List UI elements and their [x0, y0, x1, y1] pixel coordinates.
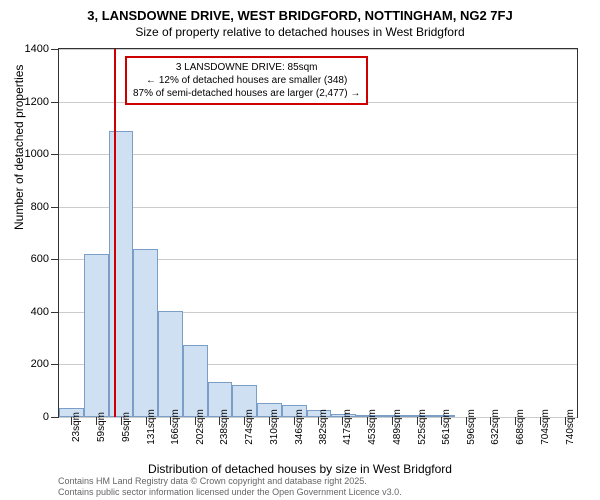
x-tick-label: 489sqm	[392, 409, 403, 445]
y-tick	[51, 49, 59, 50]
y-tick	[51, 259, 59, 260]
x-tick-label: 453sqm	[367, 409, 378, 445]
y-tick	[51, 312, 59, 313]
histogram-bar	[84, 254, 109, 417]
gridline	[59, 49, 577, 50]
annotation-line2: ← 12% of detached houses are smaller (34…	[133, 74, 360, 87]
property-marker-line	[114, 49, 116, 417]
x-tick-label: 238sqm	[219, 409, 230, 445]
x-tick-label: 596sqm	[466, 409, 477, 445]
chart-container: 3, LANSDOWNE DRIVE, WEST BRIDGFORD, NOTT…	[0, 0, 600, 500]
gridline	[59, 207, 577, 208]
x-tick-label: 95sqm	[121, 412, 132, 442]
y-tick-label: 600	[31, 253, 49, 265]
histogram-bar	[158, 311, 183, 417]
x-tick-label: 417sqm	[342, 409, 353, 445]
x-tick-label: 59sqm	[96, 412, 107, 442]
x-tick-label: 632sqm	[490, 409, 501, 445]
annotation-line1: 3 LANSDOWNE DRIVE: 85sqm	[133, 61, 360, 74]
x-tick-label: 740sqm	[565, 409, 576, 445]
y-tick-label: 1200	[25, 96, 49, 108]
x-tick-label: 382sqm	[318, 409, 329, 445]
y-tick-label: 800	[31, 201, 49, 213]
y-tick-label: 400	[31, 306, 49, 318]
x-tick-label: 525sqm	[417, 409, 428, 445]
y-tick-label: 1000	[25, 148, 49, 160]
plot-area: 020040060080010001200140023sqm59sqm95sqm…	[58, 48, 578, 418]
x-tick-label: 166sqm	[170, 409, 181, 445]
y-tick-label: 1400	[25, 43, 49, 55]
histogram-bar	[183, 345, 208, 417]
footer-line-1: Contains HM Land Registry data © Crown c…	[58, 476, 402, 487]
x-tick-label: 274sqm	[244, 409, 255, 445]
x-tick-label: 131sqm	[146, 409, 157, 445]
x-tick-label: 704sqm	[540, 409, 551, 445]
histogram-bar	[133, 249, 158, 417]
y-tick	[51, 207, 59, 208]
footer-line-2: Contains public sector information licen…	[58, 487, 402, 498]
x-tick-label: 346sqm	[294, 409, 305, 445]
x-tick-label: 561sqm	[441, 409, 452, 445]
y-tick	[51, 364, 59, 365]
y-tick	[51, 154, 59, 155]
y-tick	[51, 417, 59, 418]
footer-attribution: Contains HM Land Registry data © Crown c…	[58, 476, 402, 498]
histogram-bar	[109, 131, 134, 418]
title-line-1: 3, LANSDOWNE DRIVE, WEST BRIDGFORD, NOTT…	[0, 8, 600, 25]
annotation-line3: 87% of semi-detached houses are larger (…	[133, 87, 360, 100]
y-tick-label: 200	[31, 358, 49, 370]
x-tick-label: 668sqm	[515, 409, 526, 445]
chart-subtitle: Size of property relative to detached ho…	[0, 25, 600, 43]
y-tick	[51, 102, 59, 103]
chart-title: 3, LANSDOWNE DRIVE, WEST BRIDGFORD, NOTT…	[0, 0, 600, 25]
y-tick-label: 0	[43, 411, 49, 423]
x-tick-label: 23sqm	[71, 412, 82, 442]
x-tick-label: 310sqm	[269, 409, 280, 445]
x-tick-label: 202sqm	[195, 409, 206, 445]
gridline	[59, 154, 577, 155]
annotation-callout: 3 LANSDOWNE DRIVE: 85sqm← 12% of detache…	[125, 56, 368, 105]
x-axis-title: Distribution of detached houses by size …	[0, 462, 600, 476]
